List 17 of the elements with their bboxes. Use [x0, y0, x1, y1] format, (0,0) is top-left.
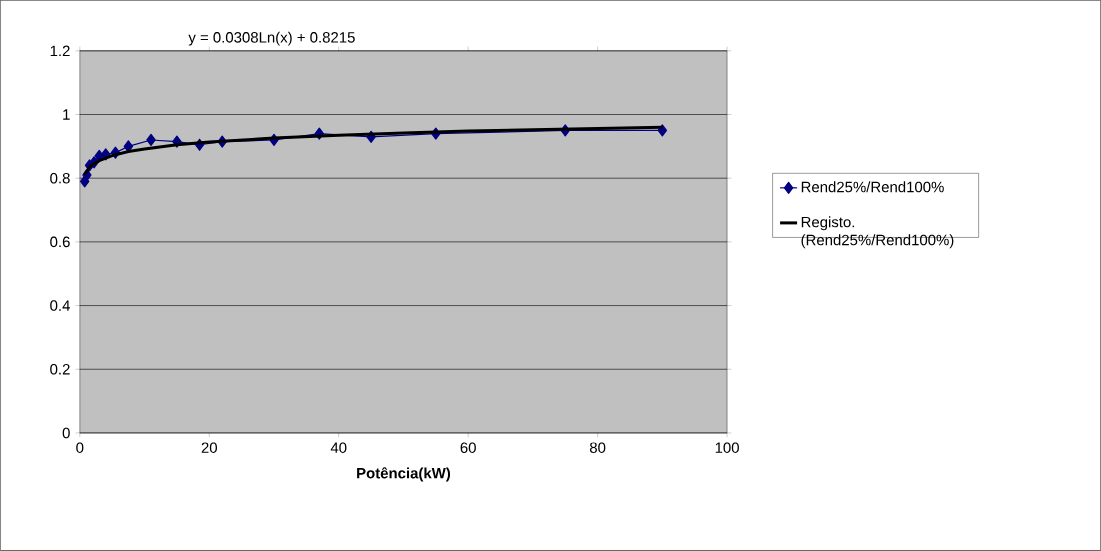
y-tick-label: 1	[63, 109, 70, 120]
x-tick-label: 60	[460, 442, 476, 454]
y-tick-label: 0.6	[50, 236, 70, 248]
y-tick-label: 0.8	[50, 172, 70, 184]
x-tick-label: 40	[330, 442, 347, 454]
legend-label: Registo. (Rend25%/Rend100%)	[801, 216, 954, 249]
x-axis-title: Potência(kW)	[357, 467, 451, 482]
x-tick-label: 100	[715, 442, 739, 454]
x-tick-label: 0	[76, 442, 84, 454]
y-tick-label: 0.4	[50, 300, 70, 311]
legend-label: Rend25%/Rend100%	[801, 181, 944, 193]
y-tick-label: 0	[62, 427, 70, 439]
x-tick-label: 80	[589, 442, 606, 454]
y-tick-label: 0.2	[50, 364, 70, 375]
y-tick-label: 1.2	[50, 45, 70, 57]
x-tick-label: 20	[201, 442, 217, 454]
text: y = 0.0308Ln(x) + 0.8215	[188, 31, 355, 46]
